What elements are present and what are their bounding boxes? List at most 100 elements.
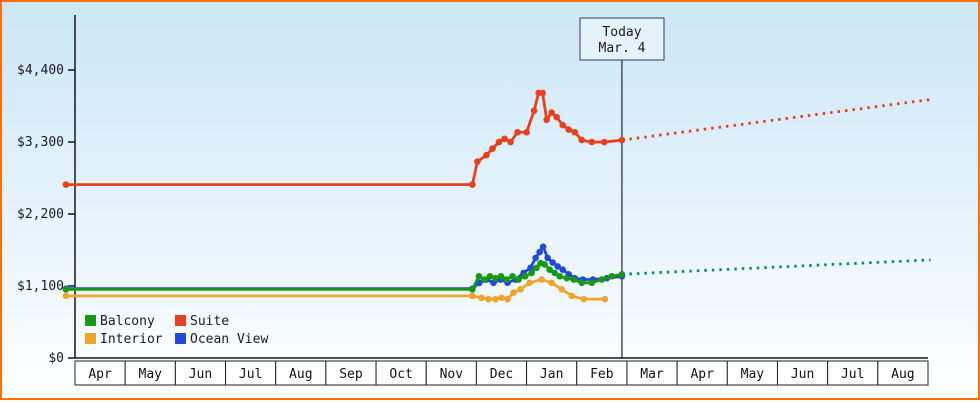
series-point-ocean-view (554, 263, 561, 270)
series-point-balcony (588, 279, 596, 287)
series-point-ocean-view (549, 259, 556, 266)
month-cell (676, 360, 728, 386)
series-point-interior (558, 286, 566, 293)
series-point-suite (523, 128, 530, 136)
series-point-balcony (492, 274, 499, 282)
series-point-interior (548, 279, 555, 287)
month-label: Aug (891, 367, 914, 382)
month-label: Jan (540, 367, 563, 382)
month-label: Oct (389, 367, 412, 382)
month-label: Aug (289, 367, 312, 382)
month-cell (827, 360, 879, 386)
legend: Balcony Suite Interior Ocean View (85, 314, 268, 347)
month-cell (225, 360, 277, 386)
series-point-suite (501, 135, 508, 143)
series-point-suite (495, 138, 503, 146)
month-label: Apr (88, 367, 112, 382)
series-point-balcony (486, 272, 494, 280)
series-point-suite (514, 128, 521, 136)
series-point-balcony (578, 279, 586, 287)
month-label: Nov (440, 367, 464, 382)
series-line-interior (64, 278, 607, 301)
series-point-balcony (528, 269, 535, 277)
legend-swatch-balcony (85, 315, 96, 326)
series-point-balcony (541, 261, 548, 268)
series-point-balcony (563, 274, 571, 282)
series-point-suite (618, 136, 626, 144)
series-point-interior (498, 294, 505, 302)
month-label: Apr (690, 367, 714, 382)
month-label: Jul (239, 367, 262, 382)
series-point-balcony (608, 272, 616, 280)
series-point-interior (538, 276, 545, 283)
y-axis-label: $1,100 (17, 279, 64, 294)
legend-label-suite: Suite (190, 314, 229, 329)
legend-swatch-ocean-view (175, 333, 186, 344)
y-axis-label: $4,400 (17, 63, 64, 78)
series-point-suite (62, 181, 70, 188)
series-point-interior (485, 295, 492, 303)
series-point-suite (565, 126, 573, 133)
month-label: Jun (189, 367, 212, 382)
month-cell (74, 360, 126, 386)
series-point-interior (478, 294, 485, 302)
series-point-suite (469, 181, 476, 188)
series-point-balcony (533, 264, 540, 272)
series-point-balcony (551, 269, 558, 277)
month-axis: Apr May Jun Jul Aug Sep Oct Nov Dec Jan Feb Mar Apr M… (74, 360, 929, 386)
month-label: Mar (640, 367, 664, 382)
y-axis-label: $2,200 (17, 207, 64, 222)
series-point-balcony (556, 272, 564, 280)
series-point-balcony (546, 266, 553, 274)
series-point-suite (548, 109, 555, 116)
legend-label-balcony: Balcony (100, 314, 155, 329)
month-label: May (741, 367, 765, 382)
y-axis-label: $3,300 (17, 135, 64, 150)
series-point-balcony (503, 276, 510, 283)
month-cell (726, 360, 778, 386)
series-point-balcony (521, 272, 529, 280)
series-point-ocean-view (532, 254, 539, 262)
series-point-ocean-view (539, 243, 547, 251)
today-box-line2: Mar. 4 (599, 41, 646, 56)
series-point-interior (62, 292, 70, 300)
series-point-balcony (62, 286, 70, 293)
series-projection-balcony (621, 258, 931, 276)
series-point-balcony (509, 272, 516, 280)
month-label: Sep (339, 367, 363, 382)
series-point-balcony (481, 276, 488, 283)
series-point-suite (543, 116, 550, 124)
series-point-interior (517, 286, 524, 293)
month-label: Jul (841, 367, 864, 382)
series-point-ocean-view (527, 264, 534, 272)
today-annotation: Today Mar. 4 (579, 17, 665, 61)
month-label: Dec (490, 367, 513, 382)
series-point-interior (510, 289, 517, 296)
month-cell (626, 360, 678, 386)
series-point-suite (601, 138, 608, 146)
month-cell (425, 360, 477, 386)
legend-swatch-suite (175, 315, 186, 326)
legend-swatch-interior (85, 333, 96, 344)
series-point-suite (559, 121, 567, 129)
month-cell (275, 360, 327, 386)
series-point-suite (578, 136, 586, 144)
month-cell (475, 360, 528, 386)
today-box (579, 17, 665, 61)
series-point-suite (553, 113, 560, 121)
series-point-ocean-view (536, 248, 543, 256)
series-point-suite (539, 89, 546, 97)
series-point-interior (469, 292, 476, 300)
series-point-balcony (497, 272, 505, 280)
month-cell (576, 360, 628, 386)
series-point-balcony (598, 276, 606, 283)
month-label: Jun (791, 367, 814, 382)
series-point-suite (474, 158, 481, 166)
series-point-ocean-view (544, 254, 551, 262)
month-label: Feb (590, 367, 614, 382)
series-point-interior (526, 279, 533, 287)
today-box-line1: Today (602, 25, 641, 40)
series-point-interior (580, 295, 588, 303)
